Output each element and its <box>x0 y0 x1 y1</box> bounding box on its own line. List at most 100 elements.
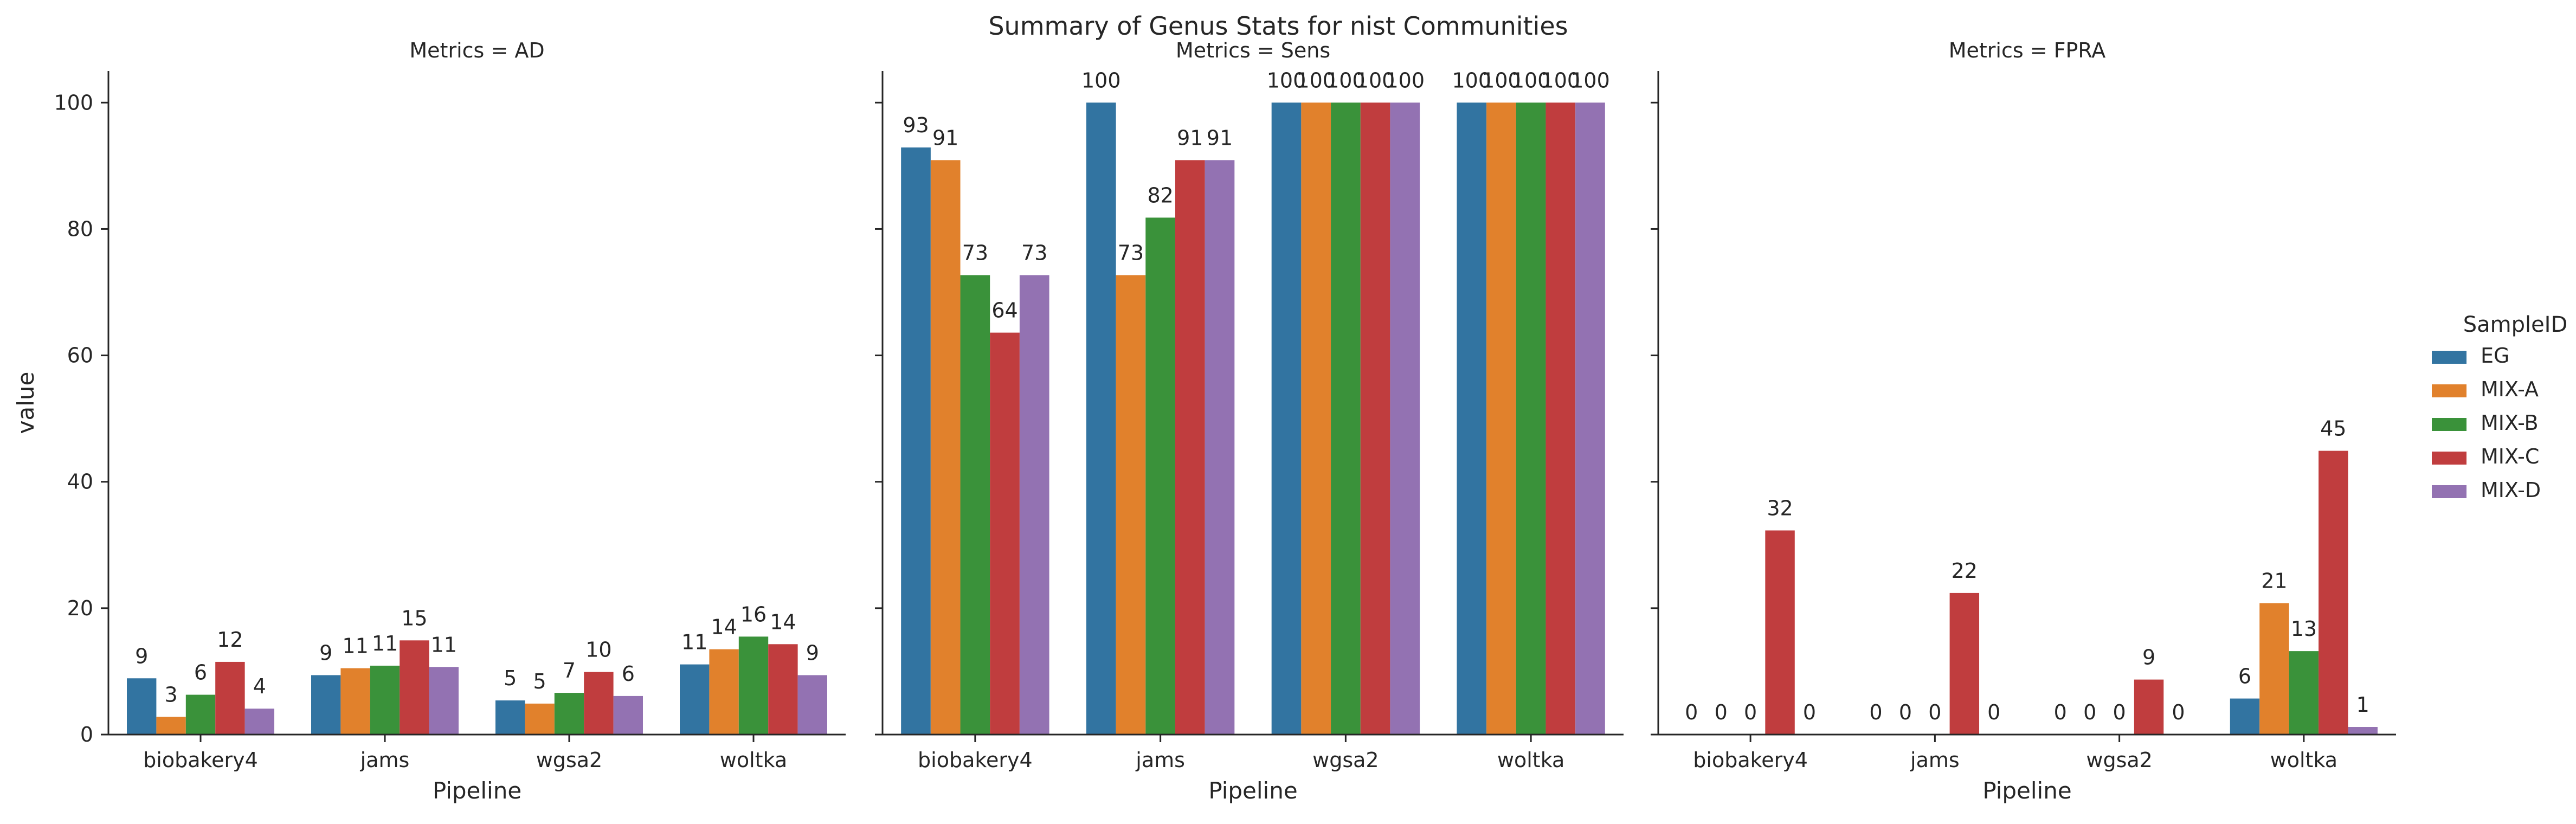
bar-mix-b-woltka <box>2289 651 2319 735</box>
bar-value-label: 16 <box>740 602 767 626</box>
x-tick-label: biobakery4 <box>1693 748 1808 772</box>
legend: SampleID EG MIX-A MIX-B MIX-C MIX-D <box>2432 312 2567 502</box>
bar-mix-a-biobakery4 <box>156 717 186 735</box>
legend-swatch <box>2432 384 2466 397</box>
bar-mix-c-jams <box>1175 160 1205 735</box>
bar-value-label: 100 <box>1570 68 1610 92</box>
bar-mix-a-jams <box>1116 275 1146 735</box>
bar-value-label: 9 <box>2142 646 2155 670</box>
bar-eg-wgsa2 <box>1271 102 1302 735</box>
bar-mix-b-wgsa2 <box>1331 102 1361 735</box>
bar-value-label: 100 <box>1296 68 1336 92</box>
x-tick-label: wgsa2 <box>2086 748 2152 772</box>
bar-value-label: 5 <box>533 670 546 693</box>
legend-item-mix-a: MIX-A <box>2432 377 2539 401</box>
x-axis-label: Pipeline <box>1982 777 2071 804</box>
bar-value-label: 93 <box>903 113 929 137</box>
bar-value-label: 73 <box>1118 241 1144 265</box>
bar-mix-c-woltka <box>2319 450 2348 735</box>
legend-item-mix-d: MIX-D <box>2432 478 2541 502</box>
bar-value-label: 0 <box>1899 700 1912 724</box>
legend-item-eg: EG <box>2432 344 2509 368</box>
legend-label: MIX-A <box>2481 377 2539 401</box>
bar-mix-d-jams <box>429 667 459 735</box>
legend-item-mix-c: MIX-C <box>2432 445 2539 468</box>
bar-value-label: 22 <box>1952 559 1978 583</box>
bar-value-label: 0 <box>2054 700 2067 724</box>
bar-mix-a-woltka <box>2259 603 2289 735</box>
bar-mix-d-biobakery4 <box>1019 275 1049 735</box>
facet-title: Metrics = Sens <box>1176 38 1330 62</box>
y-tick-label: 0 <box>80 723 93 746</box>
bar-value-label: 5 <box>504 666 517 690</box>
bar-mix-b-biobakery4 <box>960 275 990 735</box>
bar-mix-d-woltka <box>797 675 827 735</box>
bar-value-label: 1 <box>2356 693 2369 717</box>
legend-swatch <box>2432 351 2466 364</box>
bar-eg-woltka <box>1457 102 1487 735</box>
bar-value-label: 11 <box>431 633 457 656</box>
legend-label: MIX-C <box>2481 445 2539 468</box>
bar-value-label: 0 <box>1869 700 1882 724</box>
x-tick-label: biobakery4 <box>918 748 1033 772</box>
bar-eg-woltka <box>2230 698 2260 735</box>
bar-value-label: 4 <box>253 674 266 698</box>
bar-mix-d-woltka <box>1575 102 1605 735</box>
bar-value-label: 7 <box>563 659 576 683</box>
bar-value-label: 100 <box>1385 68 1425 92</box>
bar-mix-b-woltka <box>1516 102 1546 735</box>
bar-mix-a-woltka <box>1486 102 1516 735</box>
bar-value-label: 0 <box>2083 700 2096 724</box>
bar-value-label: 11 <box>372 632 398 655</box>
bar-value-label: 6 <box>2238 665 2251 688</box>
legend-label: MIX-B <box>2481 411 2539 435</box>
bar-eg-biobakery4 <box>127 678 157 735</box>
legend-swatch <box>2432 452 2466 465</box>
bar-value-label: 45 <box>2320 417 2346 441</box>
bar-mix-a-biobakery4 <box>930 160 961 735</box>
x-tick-label: jams <box>1910 748 1960 772</box>
bar-mix-c-biobakery4 <box>215 661 245 735</box>
bar-value-label: 0 <box>2113 700 2126 724</box>
bar-value-label: 100 <box>1452 68 1491 92</box>
bar-mix-b-jams <box>1145 217 1175 735</box>
bar-mix-d-woltka <box>2348 727 2378 735</box>
x-axis-label: Pipeline <box>433 777 521 804</box>
bar-value-label: 73 <box>1021 241 1047 265</box>
bar-value-label: 9 <box>319 641 332 665</box>
facet-panel-1: Metrics = AD 9 9 5 11 3 11 5 14 6 11 7 16 12 15 10 14 4 11… <box>54 38 846 804</box>
bar-value-label: 0 <box>1987 700 2000 724</box>
x-tick-label: wgsa2 <box>1312 748 1379 772</box>
bar-mix-d-wgsa2 <box>613 696 643 735</box>
facet-title: Metrics = AD <box>409 38 544 62</box>
bar-value-label: 9 <box>135 644 148 668</box>
bar-value-label: 100 <box>1326 68 1366 92</box>
bar-mix-a-wgsa2 <box>1301 102 1331 735</box>
bar-mix-d-wgsa2 <box>1390 102 1420 735</box>
bar-value-label: 10 <box>585 638 611 662</box>
bar-value-label: 14 <box>711 615 737 639</box>
bar-value-label: 91 <box>1207 126 1233 150</box>
x-tick-label: jams <box>360 748 410 772</box>
bar-mix-b-jams <box>370 665 400 735</box>
bar-eg-wgsa2 <box>495 700 525 735</box>
legend-swatch <box>2432 485 2466 498</box>
bar-mix-c-biobakery4 <box>1765 530 1795 735</box>
x-tick-label: jams <box>1135 748 1185 772</box>
y-tick-label: 40 <box>67 470 93 494</box>
legend-title: SampleID <box>2463 312 2568 337</box>
bar-value-label: 21 <box>2261 569 2287 593</box>
bar-mix-a-woltka <box>709 649 739 735</box>
x-tick-label: woltka <box>720 748 787 772</box>
bar-value-label: 15 <box>401 606 427 630</box>
legend-label: MIX-D <box>2481 478 2541 502</box>
bar-mix-d-biobakery4 <box>244 709 274 735</box>
bar-eg-woltka <box>680 664 710 735</box>
bar-value-label: 64 <box>991 299 1017 323</box>
bar-value-label: 0 <box>1928 700 1941 724</box>
x-axis-label: Pipeline <box>1208 777 1297 804</box>
bar-eg-jams <box>311 675 341 735</box>
